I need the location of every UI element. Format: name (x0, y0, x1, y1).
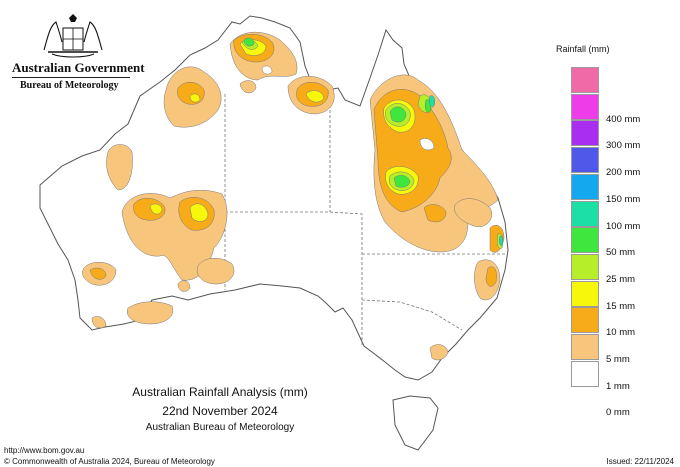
legend-swatch (571, 67, 599, 93)
map-source: Australian Bureau of Meteorology (145, 422, 295, 433)
legend-swatch (571, 147, 599, 174)
copyright-notice: © Commonwealth of Australia 2024, Bureau… (4, 457, 215, 466)
legend-row: 1 mm (571, 360, 671, 392)
legend-label: 150 mm (606, 193, 641, 205)
legend-row: 5 mm (571, 334, 671, 365)
dry-pockets (261, 65, 435, 151)
legend-label: 400 mm (606, 113, 641, 125)
legend-swatch (571, 120, 599, 147)
legend-row: 150 mm (571, 173, 671, 205)
map-date: 22nd November 2024 (162, 404, 278, 418)
legend-label: 15 mm (606, 300, 636, 312)
legend-label: 1 mm (606, 380, 630, 392)
legend-title: Rainfall (mm) (556, 44, 610, 54)
legend-row: 10 mm (571, 307, 671, 338)
legend-swatch (571, 280, 599, 307)
legend-swatch (571, 227, 599, 254)
legend-row: 300 mm (571, 120, 671, 151)
legend-swatch (571, 334, 599, 360)
website-link[interactable]: http://www.bom.gov.au (4, 446, 85, 455)
legend-swatch (571, 307, 599, 334)
legend-row: 100 mm (571, 200, 671, 232)
legend-row: 50 mm (571, 227, 671, 258)
legend-label: 25 mm (606, 273, 636, 285)
legend-label: 50 mm (606, 247, 636, 259)
tasmania (392, 395, 439, 451)
legend-swatch (571, 360, 599, 387)
legend-label: 100 mm (606, 220, 641, 232)
legend-swatch (571, 173, 599, 200)
legend-swatch (571, 200, 599, 227)
legend-row (571, 67, 671, 94)
rain-50mm-zones (428, 95, 504, 247)
legend-label: 200 mm (606, 167, 641, 179)
state-borders (224, 90, 505, 346)
coat-of-arms-logo (43, 14, 103, 58)
bureau-title: Bureau of Meteorology (20, 80, 119, 91)
legend-swatch (571, 93, 599, 120)
legend-row: 25 mm (571, 253, 671, 285)
rain-25mm-zones (243, 37, 432, 188)
header-divider (12, 77, 130, 78)
legend-label: 300 mm (606, 140, 641, 152)
legend-row: 15 mm (571, 280, 671, 312)
legend-row: 200 mm (571, 147, 671, 178)
legend-label: 10 mm (606, 327, 636, 339)
legend-label: 0 mm (606, 407, 630, 419)
legend-row: 0 mm (571, 387, 671, 418)
legend-label: 5 mm (606, 354, 630, 365)
legend-swatch (571, 253, 599, 280)
government-title: Australian Government (12, 60, 145, 75)
issued-date: Issued: 22/11/2024 (606, 457, 674, 466)
map-title: Australian Rainfall Analysis (mm) (132, 385, 308, 399)
legend-row: 400 mm (571, 93, 671, 125)
